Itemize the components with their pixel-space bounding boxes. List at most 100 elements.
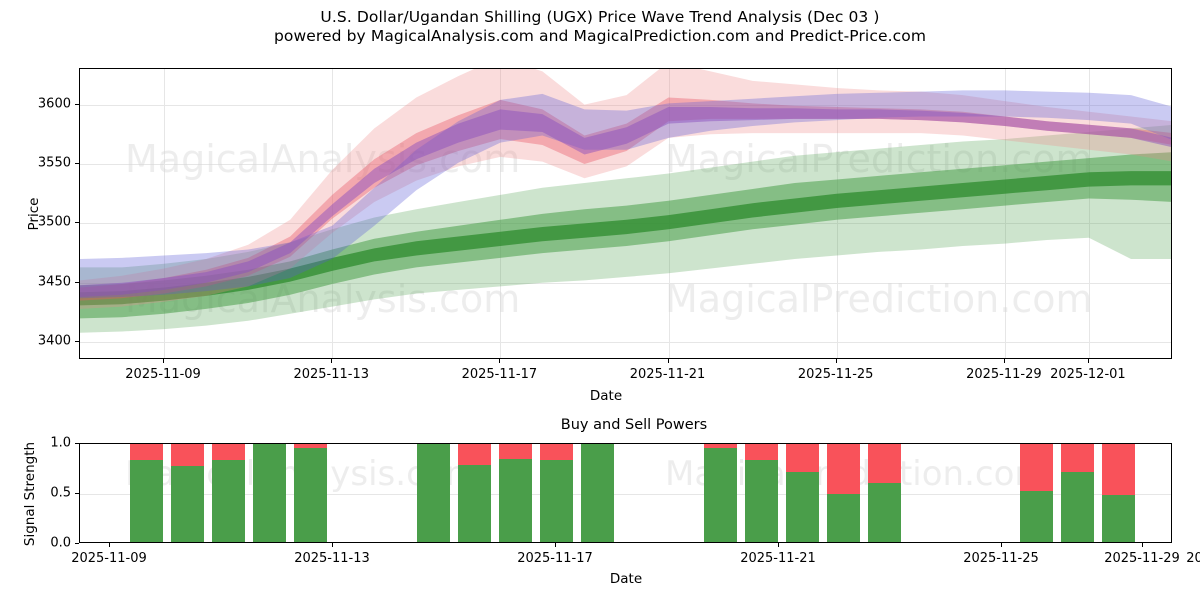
signal-y-tick-mark — [75, 493, 79, 494]
sell-power-bar — [1020, 444, 1053, 491]
signal-y-tick-label: 0.0 — [50, 535, 71, 551]
price-x-axis-label: Date — [589, 388, 623, 404]
buy-power-bar — [499, 459, 532, 542]
buy-power-bar — [581, 444, 614, 542]
buy-power-bar — [253, 444, 286, 542]
band-red-outer-band — [80, 69, 1171, 309]
signal-x-tick-mark — [109, 543, 110, 547]
price-x-tick-label: 2025-11-21 — [629, 367, 706, 382]
price-x-tick-label: 2025-12-01 — [1050, 367, 1126, 382]
sell-power-bar — [704, 444, 737, 448]
signal-y-axis-label: Signal Strength — [22, 441, 38, 547]
sell-power-bar — [171, 444, 204, 466]
price-y-tick-label: 3550 — [37, 155, 71, 171]
price-x-tick-mark — [1003, 359, 1005, 363]
gridline-vertical — [1004, 69, 1006, 358]
gridline-vertical — [1088, 69, 1090, 358]
band-purple-core-band — [80, 107, 1171, 297]
gridline-vertical — [500, 69, 502, 358]
price-x-tick-mark — [1087, 359, 1089, 363]
gridline-horizontal — [80, 342, 1171, 344]
buy-power-bar — [171, 466, 204, 542]
sell-power-bar — [745, 444, 778, 460]
buy-power-bar — [417, 444, 450, 542]
buy-power-bar — [294, 448, 327, 542]
price-y-axis-label: Price — [26, 197, 42, 231]
price-y-tick-mark — [75, 281, 79, 283]
signal-chart-title: Buy and Sell Powers — [560, 417, 708, 433]
figure-title: U.S. Dollar/Ugandan Shilling (UGX) Price… — [0, 8, 1200, 46]
signal-x-tick-label: 2025-11-13 — [294, 551, 370, 566]
signal-y-tick-label: 0.5 — [50, 485, 71, 501]
title-line-1: U.S. Dollar/Ugandan Shilling (UGX) Price… — [320, 8, 880, 26]
sell-power-bar — [786, 444, 819, 472]
band-blue-outer-band — [80, 90, 1171, 299]
sell-power-bar — [294, 444, 327, 448]
signal-x-tick-label: 2025-11-17 — [517, 551, 593, 566]
price-x-tick-label: 2025-11-29 — [966, 367, 1042, 382]
sell-power-bar — [212, 444, 245, 460]
buy-power-bar — [1102, 495, 1135, 542]
sell-power-bar — [130, 444, 163, 460]
price-x-tick-mark — [331, 359, 333, 363]
buy-power-bar — [1061, 472, 1094, 542]
price-y-tick-label: 3450 — [37, 274, 71, 290]
signal-x-tick-mark — [332, 543, 333, 547]
signal-chart-panel: Buy and Sell Powers MagicalAnalysis.comM… — [0, 410, 1200, 600]
buy-power-bar — [827, 494, 860, 542]
signal-x-tick-mark — [1001, 543, 1002, 547]
buy-power-bar — [130, 460, 163, 542]
price-x-tick-mark — [499, 359, 501, 363]
signal-x-axis-label: Date — [609, 571, 643, 587]
price-y-tick-label: 3500 — [37, 214, 71, 230]
gridline-vertical — [332, 69, 334, 358]
sell-power-bar — [1102, 444, 1135, 495]
price-x-tick-mark — [667, 359, 669, 363]
sell-power-bar — [1061, 444, 1094, 472]
buy-power-bar — [868, 483, 901, 542]
signal-x-tick-mark — [1142, 543, 1143, 547]
sell-power-bar — [868, 444, 901, 483]
gridline-horizontal — [80, 494, 1171, 495]
sell-power-bar — [499, 444, 532, 459]
price-x-tick-label: 2025-11-25 — [797, 367, 874, 382]
buy-power-bar — [212, 460, 245, 542]
band-red-mid-band — [80, 97, 1171, 301]
signal-y-tick-label: 1.0 — [50, 435, 71, 451]
signal-x-tick-label: 2025-11-21 — [740, 551, 816, 566]
price-x-tick-mark — [835, 359, 837, 363]
buy-power-bar — [786, 472, 819, 542]
gridline-horizontal — [80, 164, 1171, 166]
price-x-tick-label: 2025-11-17 — [461, 367, 538, 382]
title-line-2: powered by MagicalAnalysis.com and Magic… — [273, 27, 927, 45]
gridline-horizontal — [80, 282, 1171, 284]
gridline-vertical — [164, 69, 166, 358]
buy-power-bar — [704, 448, 737, 542]
signal-x-tick-label: 2025-11-29 — [1104, 551, 1180, 566]
price-y-tick-label: 3600 — [37, 96, 71, 112]
signal-x-tick-mark — [555, 543, 556, 547]
sell-power-bar — [458, 444, 491, 465]
buy-power-bar — [1020, 491, 1053, 542]
buy-power-bar — [540, 460, 573, 542]
signal-x-tick-mark — [778, 543, 779, 547]
price-x-tick-label: 2025-11-13 — [293, 367, 369, 382]
signal-x-tick-label: 2025-11-09 — [71, 551, 147, 566]
signal-x-tick-label: 2025-11-25 — [963, 551, 1039, 566]
price-band-layers — [80, 69, 1171, 333]
price-plot-area: MagicalAnalysis.com MagicalPrediction.com… — [79, 68, 1172, 359]
sell-power-bar — [540, 444, 573, 460]
gridline-horizontal — [80, 104, 1171, 106]
price-y-tick-mark — [75, 341, 79, 343]
price-chart-panel: MagicalAnalysis.com MagicalPrediction.com… — [26, 68, 1172, 404]
price-y-tick-label: 3400 — [37, 333, 71, 349]
signal-y-tick-mark — [75, 443, 79, 444]
buy-power-bar — [745, 460, 778, 542]
buy-power-bar — [458, 465, 491, 542]
band-green-inner-band — [80, 171, 1171, 306]
price-x-tick-mark — [163, 359, 165, 363]
price-x-tick-label: 2025-11-09 — [125, 367, 201, 382]
price-y-tick-mark — [75, 163, 79, 165]
